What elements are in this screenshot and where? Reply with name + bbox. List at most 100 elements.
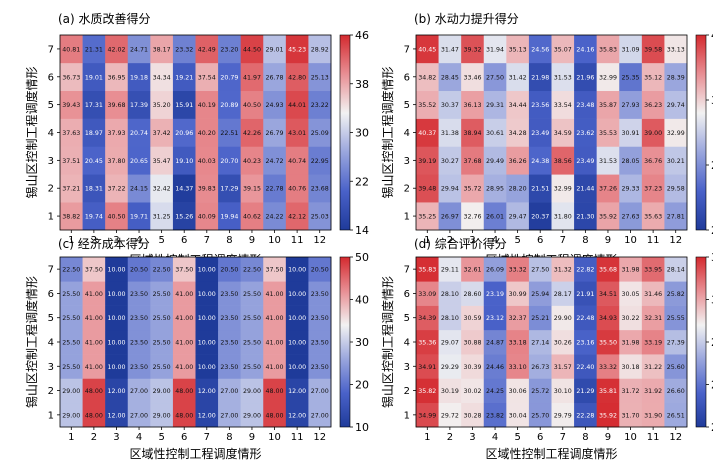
heatmap-cell [240,146,264,175]
heatmap-cell [240,118,264,147]
heatmap-cell [127,35,151,64]
heatmap-cell [461,378,485,404]
cell-value-label: 20.74 [130,130,148,137]
cell-value-label: 34.91 [418,364,436,371]
cell-value-label: 34.93 [599,315,617,322]
cell-value-label: 19.94 [220,214,238,221]
cell-value-label: 39.48 [418,186,436,193]
heatmap-cell [461,90,485,119]
heatmap-cell [82,378,106,404]
heatmap-cell [82,35,106,64]
heatmap-cell [240,329,264,355]
colorbar [695,256,707,428]
heatmap-cell [150,62,174,92]
heatmap-cell [263,329,287,355]
heatmap-cell [172,62,196,92]
heatmap-cell [127,118,151,147]
cell-value-label: 24.93 [266,102,284,109]
cell-value-label: 33.09 [418,291,436,298]
cell-value-label: 29.90 [554,315,572,322]
cell-value-label: 22.50 [153,267,171,274]
cell-value-label: 25.50 [153,315,171,322]
heatmap-cell [619,305,643,331]
heatmap-cell [263,378,287,404]
cell-value-label: 24.25 [486,388,504,395]
heatmap-cell [664,378,688,404]
cell-value-label: 25.50 [243,291,261,298]
heatmap-cell [461,35,485,64]
cell-value-label: 31.38 [441,130,459,137]
heatmap-cell [263,305,287,331]
cell-value-label: 31.94 [486,46,504,53]
x-tick-label: 7 [560,432,566,443]
cell-value-label: 30.27 [441,158,459,165]
y-tick-label: 6 [404,72,410,83]
heatmap-panel-2: 35.25 26.97 32.76 26.01 29.47 20.37 31.80 21.30… [380,11,713,267]
cell-value-label: 10.00 [288,364,306,371]
y-axis-label: 锡山区控制工程调度情形 [24,276,39,408]
heatmap-cell [195,35,219,64]
cell-value-label: 29.49 [486,158,504,165]
cell-value-label: 21.44 [576,186,594,193]
heatmap-cell [308,118,332,147]
heatmap-cell [596,62,620,92]
cell-value-label: 25.72 [531,388,549,395]
x-tick-label: 6 [181,432,187,443]
cell-value-label: 31.53 [599,158,617,165]
heatmap-cell [105,281,129,306]
cell-value-label: 33.13 [667,46,685,53]
heatmap-cell [641,90,665,119]
cell-value-label: 40.76 [288,186,306,193]
cell-value-label: 32.76 [463,214,481,221]
cell-value-label: 23.50 [220,291,238,298]
x-tick-label: 3 [469,432,475,443]
cell-value-label: 30.06 [509,388,527,395]
cell-value-label: 10.00 [107,267,125,274]
cell-value-label: 26.73 [531,364,549,371]
x-tick-label: 5 [158,432,164,443]
x-tick-label: 11 [291,432,304,443]
cell-value-label: 10.00 [288,315,306,322]
cell-value-label: 32.99 [667,130,685,137]
heatmap-cell [60,305,83,331]
cell-value-label: 28.95 [486,186,504,193]
heatmap-cell [438,354,462,379]
x-tick-label: 12 [669,235,682,246]
heatmap-cell [416,174,439,203]
heatmap-cell [438,118,462,147]
heatmap-cell [308,90,332,119]
cell-value-label: 35.82 [418,388,436,395]
y-tick-label: 2 [404,386,410,397]
y-tick-label: 7 [404,44,410,55]
heatmap-cell [263,118,287,147]
heatmap-cell [285,62,309,92]
cell-value-label: 22.28 [576,412,594,419]
cell-value-label: 27.39 [667,340,685,347]
colorbar-tick-label: 50 [355,251,369,264]
heatmap-cell [641,118,665,147]
heatmap-cell [528,281,552,306]
cell-value-label: 21.31 [85,46,103,53]
cell-value-label: 24.72 [266,158,284,165]
heatmap-cell [150,305,174,331]
cell-value-label: 48.00 [266,388,284,395]
colorbar-tick-label: 36 [711,251,713,264]
heatmap-cell [551,174,575,203]
heatmap-cell [461,354,485,379]
heatmap-cell [263,402,287,428]
heatmap-cell [528,305,552,331]
cell-value-label: 18.31 [85,186,103,193]
cell-value-label: 40.19 [198,102,216,109]
heatmap-cell [127,402,151,428]
cell-value-label: 39.00 [644,130,662,137]
x-tick-label: 4 [136,235,142,246]
cell-value-label: 24.15 [130,186,148,193]
cell-value-label: 24.16 [576,46,594,53]
cell-value-label: 36.76 [644,158,662,165]
heatmap-cell [308,35,332,64]
cell-value-label: 28.17 [554,291,572,298]
heatmap-cell [438,202,462,231]
y-tick-label: 1 [404,410,410,421]
heatmap-cell [195,281,219,306]
x-tick-label: 4 [136,432,142,443]
